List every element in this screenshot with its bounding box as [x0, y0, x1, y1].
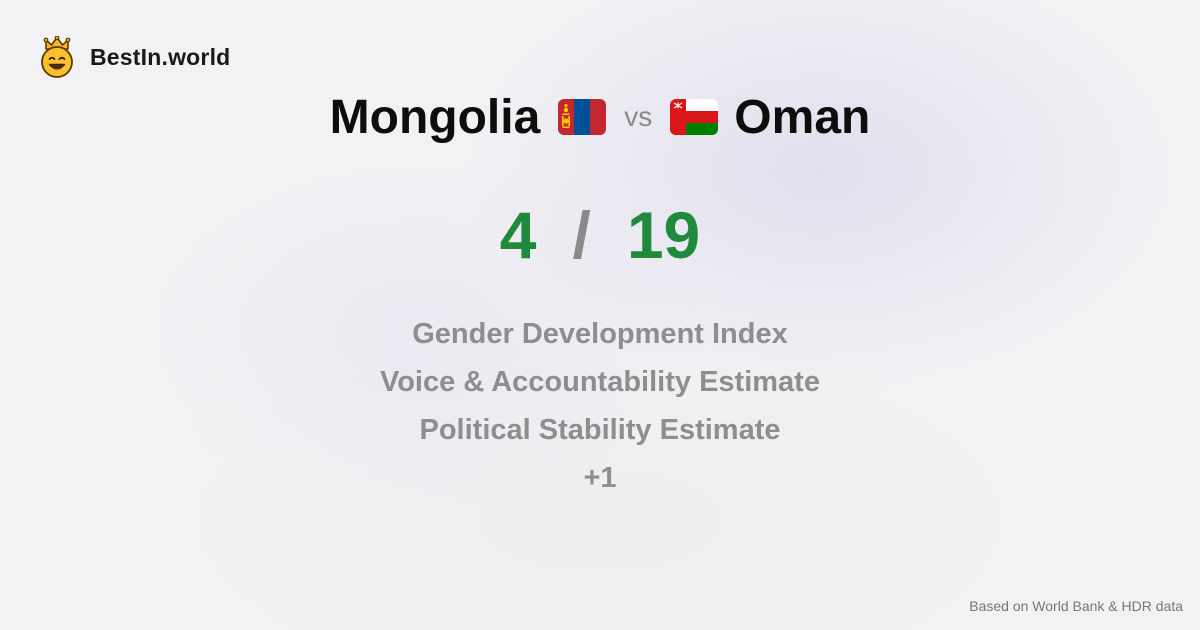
brand-logo[interactable]: BestIn.world: [38, 36, 230, 78]
metric-list: Gender Development Index Voice & Account…: [0, 310, 1200, 502]
right-country-name[interactable]: Oman: [734, 90, 871, 144]
score-separator: /: [572, 198, 591, 272]
brand-name: BestIn.world: [90, 43, 231, 70]
right-score: 19: [626, 198, 701, 272]
metric-item: Political Stability Estimate: [419, 414, 781, 446]
data-source-note: Based on World Bank & HDR data: [969, 598, 1183, 614]
crowned-smiley-icon: [41, 36, 73, 78]
left-country-name[interactable]: Mongolia: [329, 90, 541, 144]
score: 4 / 19: [0, 195, 1200, 275]
metric-item: Voice & Accountability Estimate: [380, 366, 820, 398]
more-metrics-count[interactable]: +1: [583, 462, 617, 494]
metric-item: Gender Development Index: [412, 318, 788, 350]
mongolia-flag-icon: [558, 99, 607, 135]
oman-flag-icon: [670, 99, 719, 135]
comparison-title: Mongolia vs Oman: [0, 86, 1200, 148]
left-score: 4: [499, 198, 537, 272]
vs-separator: vs: [624, 101, 653, 132]
